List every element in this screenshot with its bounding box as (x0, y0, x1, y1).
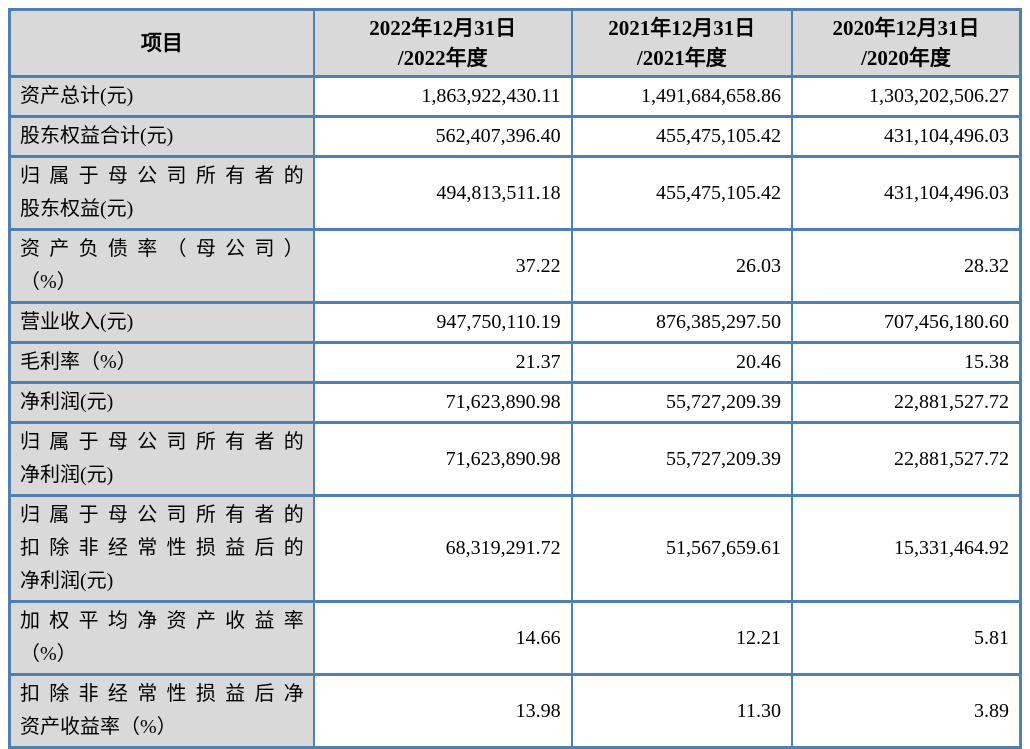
row-value: 12.21 (570, 600, 793, 676)
row-value: 15.38 (790, 341, 1022, 384)
table-row: 资产负债率（母公司） （%） 37.22 26.03 28.32 (8, 228, 1022, 304)
row-value: 947,750,110.19 (312, 301, 573, 344)
row-label: 归属于母公司所有者的 股东权益(元) (8, 155, 315, 231)
header-cell-period-3: 2020年12月31日/2020年度 (790, 8, 1022, 78)
row-label-line: 净利润(元) (20, 570, 114, 592)
row-label-line: 净利润(元) (20, 464, 114, 486)
row-label: 营业收入(元) (8, 301, 315, 344)
table-row: 归属于母公司所有者的 净利润(元) 71,623,890.98 55,727,209.… (8, 421, 1022, 497)
row-label-line: 归属于母公司所有者的 (20, 165, 304, 187)
row-value: 876,385,297.50 (570, 301, 793, 344)
row-label-line: 资产负债率（母公司） (20, 238, 304, 260)
header-cell-item: 项目 (8, 8, 315, 78)
row-label-line: 毛利率（%） (20, 351, 137, 373)
row-value: 21.37 (312, 341, 573, 384)
row-value: 28.32 (790, 228, 1022, 304)
header-line: 2021年12月31日 (608, 16, 756, 40)
row-value: 562,407,396.40 (312, 115, 573, 158)
table-body: 资产总计(元) 1,863,922,430.11 1,491,684,658.86 1… (8, 75, 1022, 749)
table-row: 净利润(元) 71,623,890.98 55,727,209.39 22,881,5… (8, 381, 1022, 424)
header-row: 项目 2022年12月31日/2022年度 2021年12月31日/2021年度 20… (8, 8, 1022, 78)
table-row: 股东权益合计(元) 562,407,396.40 455,475,105.42 431… (8, 115, 1022, 158)
header-line: /2020年度 (861, 46, 951, 70)
table-row: 营业收入(元) 947,750,110.19 876,385,297.50 707,4… (8, 301, 1022, 344)
row-label: 毛利率（%） (8, 341, 315, 384)
header-line: 项目 (140, 31, 183, 55)
row-label-line: 扣除非经常性损益后净 (20, 683, 304, 705)
row-value: 13.98 (312, 673, 573, 749)
row-value: 55,727,209.39 (570, 381, 793, 424)
row-value: 51,567,659.61 (570, 494, 793, 603)
row-label: 净利润(元) (8, 381, 315, 424)
header-line: 2022年12月31日 (369, 16, 517, 40)
row-label-line: （%） (20, 643, 77, 665)
row-value: 14.66 (312, 600, 573, 676)
row-value: 37.22 (312, 228, 573, 304)
row-value: 3.89 (790, 673, 1022, 749)
row-label-line: 扣除非经常性损益后的 (20, 537, 304, 559)
row-label: 资产总计(元) (8, 75, 315, 118)
row-label-line: 加权平均净资产收益率 (20, 610, 304, 632)
row-label-line: （%） (20, 271, 77, 293)
row-value: 431,104,496.03 (790, 115, 1022, 158)
row-value: 15,331,464.92 (790, 494, 1022, 603)
row-label-line: 股东权益(元) (20, 198, 134, 220)
header-line: 2020年12月31日 (832, 16, 980, 40)
row-value: 455,475,105.42 (570, 155, 793, 231)
table-row: 资产总计(元) 1,863,922,430.11 1,491,684,658.86 1… (8, 75, 1022, 118)
row-value: 71,623,890.98 (312, 381, 573, 424)
row-label: 加权平均净资产收益率 （%） (8, 600, 315, 676)
row-label-line: 归属于母公司所有者的 (20, 504, 304, 526)
row-value: 431,104,496.03 (790, 155, 1022, 231)
row-value: 1,863,922,430.11 (312, 75, 573, 118)
financial-summary-table: 项目 2022年12月31日/2022年度 2021年12月31日/2021年度 20… (8, 8, 1022, 749)
header-cell-period-2: 2021年12月31日/2021年度 (570, 8, 793, 78)
row-label-line: 归属于母公司所有者的 (20, 431, 304, 453)
header-line: /2022年度 (397, 46, 488, 70)
row-value: 1,491,684,658.86 (570, 75, 793, 118)
row-value: 26.03 (570, 228, 793, 304)
row-value: 55,727,209.39 (570, 421, 793, 497)
row-value: 71,623,890.98 (312, 421, 573, 497)
row-label: 资产负债率（母公司） （%） (8, 228, 315, 304)
row-value: 22,881,527.72 (790, 421, 1022, 497)
table-row: 毛利率（%） 21.37 20.46 15.38 (8, 341, 1022, 384)
row-value: 707,456,180.60 (790, 301, 1022, 344)
row-value: 5.81 (790, 600, 1022, 676)
header-cell-period-1: 2022年12月31日/2022年度 (312, 8, 573, 78)
row-label: 股东权益合计(元) (8, 115, 315, 158)
row-value: 1,303,202,506.27 (790, 75, 1022, 118)
row-value: 22,881,527.72 (790, 381, 1022, 424)
table-row: 扣除非经常性损益后净 资产收益率（%） 13.98 11.30 3.89 (8, 673, 1022, 749)
row-label-line: 净利润(元) (20, 391, 114, 413)
row-value: 455,475,105.42 (570, 115, 793, 158)
row-label-line: 股东权益合计(元) (20, 125, 174, 147)
row-label: 扣除非经常性损益后净 资产收益率（%） (8, 673, 315, 749)
row-value: 11.30 (570, 673, 793, 749)
row-value: 68,319,291.72 (312, 494, 573, 603)
row-value: 494,813,511.18 (312, 155, 573, 231)
row-value: 20.46 (570, 341, 793, 384)
row-label: 归属于母公司所有者的 净利润(元) (8, 421, 315, 497)
row-label-line: 营业收入(元) (20, 311, 134, 333)
row-label-line: 资产总计(元) (20, 85, 134, 107)
row-label: 归属于母公司所有者的 扣除非经常性损益后的 净利润(元) (8, 494, 315, 603)
table-row: 加权平均净资产收益率 （%） 14.66 12.21 5.81 (8, 600, 1022, 676)
table-row: 归属于母公司所有者的 股东权益(元) 494,813,511.18 455,475,1… (8, 155, 1022, 231)
row-label-line: 资产收益率（%） (20, 716, 177, 738)
header-line: /2021年度 (636, 46, 727, 70)
table-row: 归属于母公司所有者的 扣除非经常性损益后的 净利润(元) 68,319,291.72 5… (8, 494, 1022, 603)
